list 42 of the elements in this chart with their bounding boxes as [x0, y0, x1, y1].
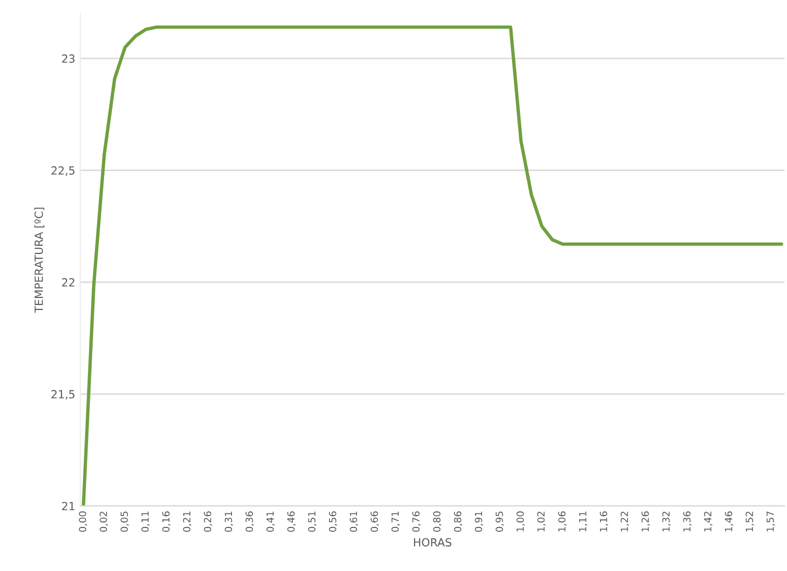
x-tick-label: 0,16: [162, 511, 171, 532]
x-tick-label: 1,16: [600, 511, 608, 532]
x-tick-label: 0,02: [100, 512, 108, 532]
x-tick-label: 1,22: [620, 512, 630, 532]
x-tick-label: 0,00: [78, 511, 88, 532]
x-tick-label: 0,66: [370, 511, 379, 532]
x-tick-label: 0,95: [496, 512, 504, 532]
x-tick-label: 1,26: [642, 511, 650, 532]
y-tick-label: 22: [62, 278, 74, 286]
x-tick-label: 0,31: [224, 512, 234, 532]
x-tick-label: 0,36: [246, 511, 254, 532]
x-axis-title: HORAS: [414, 538, 452, 547]
x-tick-label: 0,61: [350, 512, 358, 532]
x-tick-label: 0,80: [433, 511, 442, 532]
x-tick-label: 1,52: [746, 512, 754, 532]
y-tick-label: 23: [62, 54, 75, 63]
x-tick-label: 1,42: [704, 512, 712, 532]
x-tick-label: 1,02: [537, 512, 546, 532]
x-tick-label: 1,46: [724, 511, 734, 532]
x-tick-label: 0,41: [266, 512, 275, 532]
y-tick-label: 21,5: [51, 390, 74, 400]
x-tick-label: 0,51: [308, 512, 316, 532]
x-tick-label: 1,06: [558, 511, 567, 532]
x-tick-label: 0,76: [412, 511, 421, 532]
x-tick-label: 1,32: [662, 512, 671, 532]
x-tick-label: 0,71: [391, 512, 400, 532]
x-tick-label: 1,00: [516, 511, 525, 532]
x-tick-label: 0,21: [183, 512, 192, 532]
x-tick-label: 0,26: [204, 511, 212, 532]
x-tick-label: 0,56: [328, 511, 338, 532]
y-axis-title: TEMPERATURA [ºC]: [34, 208, 44, 313]
line-series: [82, 25, 784, 506]
x-tick-label: 0,86: [454, 511, 462, 532]
x-tick-label: 0,05: [120, 512, 129, 532]
x-tick-label: 0,91: [474, 512, 484, 532]
y-tick-label: 21: [62, 502, 74, 510]
x-tick-label: 0,46: [287, 511, 296, 532]
x-tick-label: 1,57: [766, 512, 775, 532]
x-tick-label: 1,11: [579, 512, 588, 532]
x-tick-label: 1,36: [683, 511, 692, 532]
x-tick-label: 0,11: [141, 512, 150, 532]
y-tick-label: 22,5: [51, 166, 74, 176]
